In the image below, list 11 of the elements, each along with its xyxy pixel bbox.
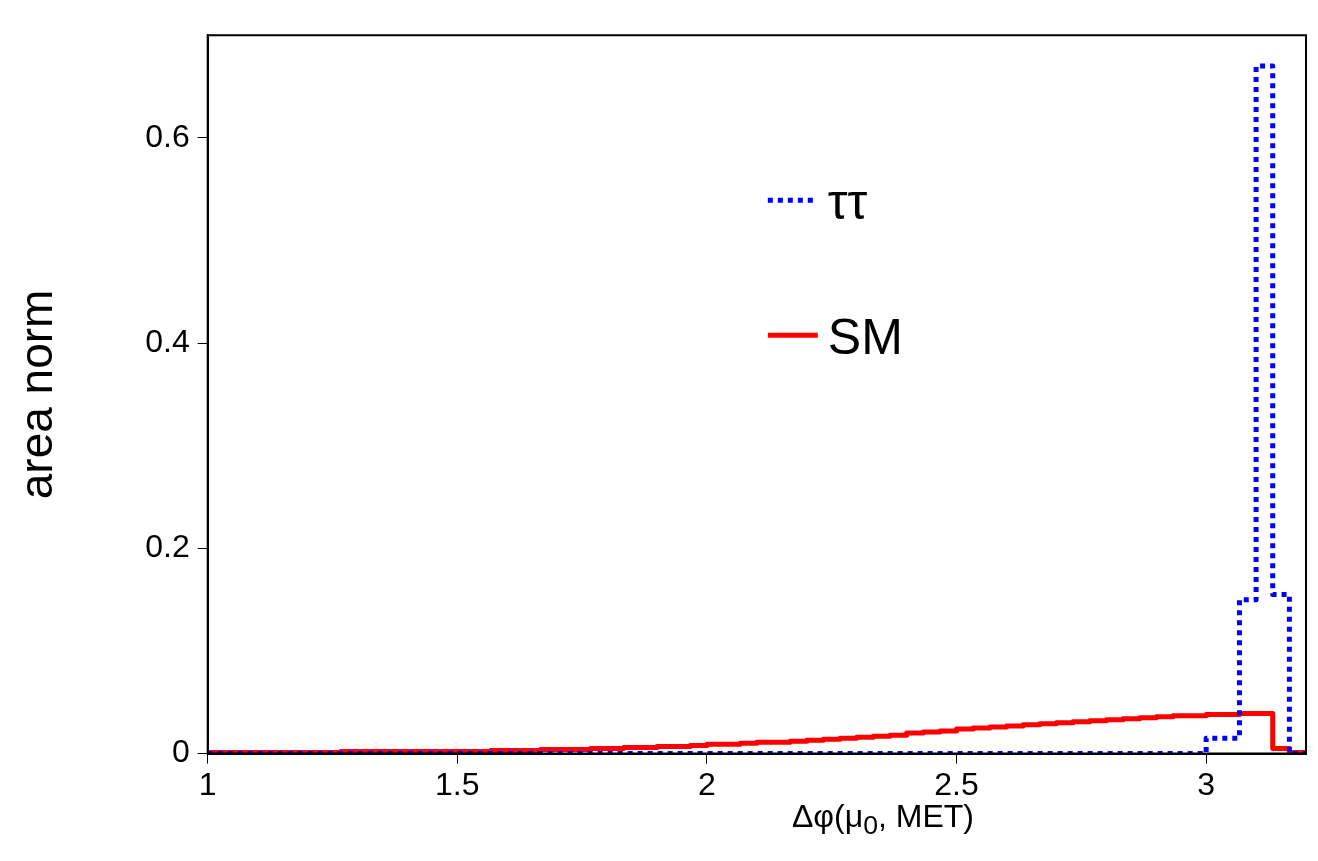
- y-tick-label: 0: [171, 733, 190, 770]
- x-tick-label: 2: [698, 765, 716, 802]
- y-tick-label: 0.2: [145, 528, 190, 565]
- x-tick-label: 3: [1197, 765, 1216, 802]
- x-tick-label: 1.5: [435, 765, 480, 802]
- x-tick-label: 1: [198, 765, 217, 802]
- y-tick-label: 0.6: [145, 117, 190, 154]
- y-tick-label: 0.4: [145, 322, 190, 359]
- legend-label: SM: [827, 308, 903, 365]
- y-axis-title: area norm: [10, 289, 63, 500]
- legend-label: ττ: [827, 173, 868, 230]
